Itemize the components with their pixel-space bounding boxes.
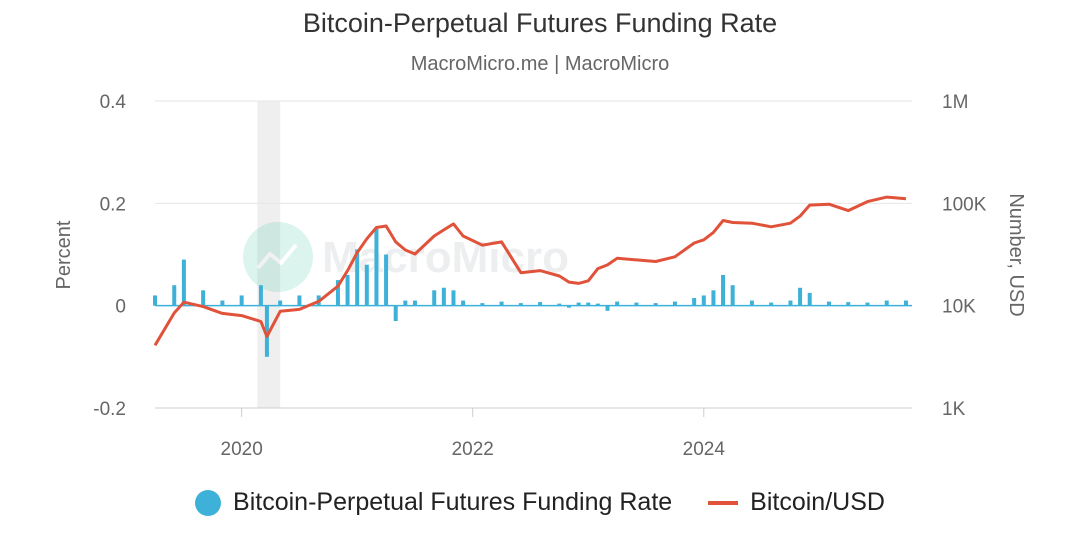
funding-rate-bar [403,300,408,306]
legend: Bitcoin-Perpetual Futures Funding Rate B… [0,488,1080,517]
y-axis-right-tick-label: 1M [942,92,968,113]
funding-rate-bar [826,301,831,306]
funding-rate-bar [335,280,340,306]
y-axis-left-tick-label: 0 [115,297,126,318]
legend-dot-icon [195,489,222,516]
funding-rate-bar [557,303,562,306]
funding-rate-bar [586,302,591,306]
x-axis-tick-label: 2022 [452,439,494,460]
funding-rate-bar [153,295,157,306]
chart-subtitle: MacroMicro.me | MacroMicro [410,53,670,75]
funding-rate-bar [297,295,302,306]
funding-rate-bar [701,295,706,306]
funding-rate-bar [264,305,269,357]
bitcoin-price-line [153,195,907,347]
funding-rate-bar [393,305,398,322]
funding-rate-bar [711,290,716,306]
x-axis-tick-label: 2024 [683,439,726,460]
funding-rate-bar [374,228,379,306]
funding-rate-bar [181,259,186,306]
y-axis-right-tick-label: 1K [942,399,966,420]
y-axis-right-tick-label: 100K [942,194,987,215]
funding-rate-bar [903,300,908,306]
funding-rate-bar [865,302,870,306]
funding-rate-bar [258,285,263,306]
funding-rate-bar [480,303,485,306]
funding-rate-bar [201,290,206,306]
y-axis-left-tick-label: 0.2 [100,194,126,215]
funding-rate-bar [595,303,600,306]
funding-rate-bar [807,292,812,306]
watermark-logo-icon [243,222,313,292]
funding-rate-bar [567,305,572,308]
watermark-text: MacroMicro [322,233,569,282]
funding-rate-bar [634,302,639,306]
funding-rate-bar [846,302,851,306]
funding-rate-bar [721,274,726,306]
funding-rate-bar [538,302,543,306]
funding-rate-bar [788,300,793,306]
legend-item-funding[interactable]: Bitcoin-Perpetual Futures Funding Rate [195,488,672,517]
watermark-logo-icon-mark [256,243,298,270]
funding-rate-bar [615,301,620,306]
funding-rate-bar [672,301,677,306]
shaded-period [257,101,281,408]
funding-rate-bar [884,300,889,306]
legend-item-price[interactable]: Bitcoin/USD [708,488,885,517]
funding-rate-bar [769,302,774,306]
funding-rate-bar [384,254,389,306]
funding-rate-bar [798,287,803,306]
funding-rate-bar [692,297,697,306]
funding-rate-bar [345,274,350,306]
watermark: MacroMicro [243,222,569,292]
funding-rate-bar [653,303,658,306]
funding-rate-bar [441,287,446,306]
funding-rate-bar [278,300,283,306]
x-axis-tick-label: 2020 [221,439,263,460]
funding-rate-bar [576,302,581,306]
funding-rate-bar [239,295,244,306]
funding-rate-bar [172,285,177,306]
funding-rate-bar [605,305,610,311]
chart-title: Bitcoin-Perpetual Futures Funding Rate [302,8,778,38]
shaded-periods [257,101,281,408]
funding-rate-bar [461,300,466,306]
funding-rate-bar [364,264,369,306]
funding-rate-series [153,228,912,357]
axes: 0.4 1M 0.2 100K 0 10K -0.2 1K 2020 2022 2024 [93,92,986,460]
funding-rate-bar [499,301,504,306]
funding-rate-bar [432,290,437,306]
funding-rate-bar [355,249,360,306]
funding-rate-bar [220,300,225,306]
funding-rate-bar [518,303,523,306]
y-axis-left-tick-label: 0.4 [100,92,127,113]
legend-label-price: Bitcoin/USD [750,488,885,516]
y-axis-right-label: Number, USD [1005,193,1027,316]
funding-rate-bar [451,290,456,306]
legend-line-icon [708,500,739,505]
funding-rate-bar [730,285,735,306]
legend-label-funding: Bitcoin-Perpetual Futures Funding Rate [233,488,673,516]
funding-rate-bar [749,300,754,306]
bitcoin-price-series [153,195,907,347]
funding-rate-bar [412,300,417,306]
y-axis-left-label: Percent [53,220,75,289]
y-axis-right-tick-label: 10K [942,297,976,318]
y-axis-left-tick-label: -0.2 [93,399,126,420]
